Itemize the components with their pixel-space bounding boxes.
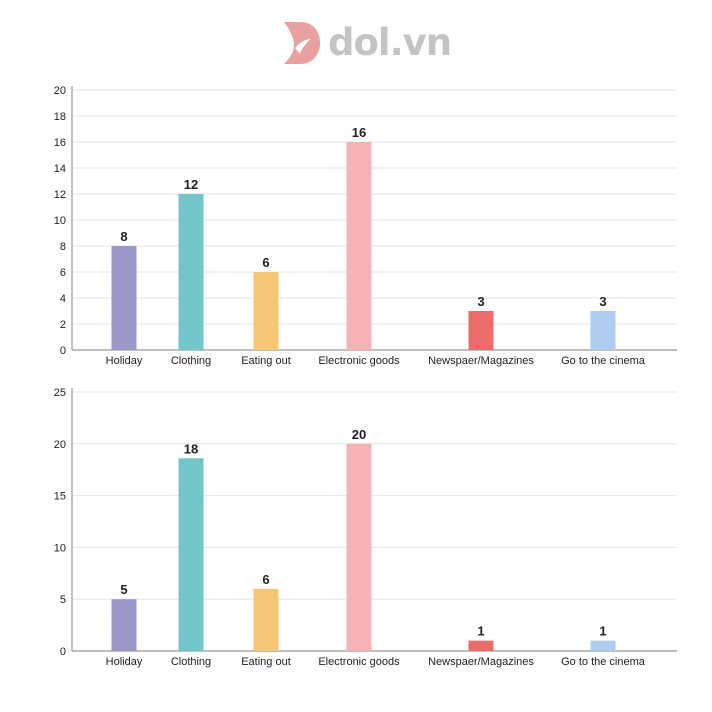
x-tick-label: Eating out (241, 656, 291, 668)
bar (590, 640, 616, 651)
y-tick-label: 16 (54, 137, 66, 149)
x-tick-label: Go to the cinema (561, 355, 646, 367)
y-tick-label: 10 (54, 215, 66, 227)
y-tick-label: 18 (54, 111, 66, 123)
x-tick-label: Newspaer/Magazines (428, 355, 534, 367)
y-tick-label: 8 (60, 241, 66, 253)
y-tick-label: 20 (54, 439, 66, 451)
bar (178, 194, 204, 350)
data-label: 20 (352, 427, 366, 442)
data-label: 1 (599, 624, 606, 639)
y-tick-label: 6 (60, 267, 66, 279)
dol-logo-icon (284, 22, 320, 64)
data-label: 8 (120, 229, 127, 244)
x-tick-label: Electronic goods (318, 355, 400, 367)
y-tick-label: 25 (54, 387, 66, 399)
x-tick-label: Clothing (171, 355, 211, 367)
y-tick-label: 0 (60, 345, 66, 357)
data-label: 5 (120, 582, 127, 597)
bar (253, 272, 279, 350)
y-tick-label: 0 (60, 646, 66, 658)
bar (346, 443, 372, 651)
dol-logo: dol.vn (278, 18, 452, 68)
x-tick-label: Clothing (171, 656, 211, 668)
bar (468, 311, 494, 350)
y-tick-label: 2 (60, 319, 66, 331)
data-label: 3 (477, 294, 484, 309)
data-label: 12 (184, 177, 198, 192)
bar (346, 142, 372, 350)
bar (111, 599, 137, 651)
bar (590, 311, 616, 350)
bar (468, 640, 494, 651)
y-tick-label: 12 (54, 189, 66, 201)
data-label: 1 (477, 624, 484, 639)
x-tick-label: Newspaer/Magazines (428, 656, 534, 668)
data-label: 3 (599, 294, 606, 309)
data-label: 6 (262, 572, 269, 587)
logo-text: dol.vn (328, 21, 452, 64)
bar (111, 246, 137, 350)
y-tick-label: 14 (54, 163, 66, 175)
y-tick-label: 15 (54, 491, 66, 503)
y-tick-label: 4 (60, 293, 66, 305)
data-label: 16 (352, 125, 366, 140)
bar (253, 588, 279, 651)
bar-chart-bottom: 0 5 10 15 20 25 5 Holiday 18 Clothing 6 Eating out 2… (54, 387, 677, 668)
x-tick-label: Holiday (106, 355, 143, 367)
x-tick-label: Go to the cinema (561, 656, 646, 668)
x-tick-label: Holiday (106, 656, 143, 668)
x-tick-label: Eating out (241, 355, 291, 367)
data-label: 6 (262, 255, 269, 270)
data-label: 18 (184, 441, 198, 456)
x-tick-label: Electronic goods (318, 656, 400, 668)
y-tick-label: 20 (54, 85, 66, 97)
bar (178, 458, 204, 651)
y-tick-label: 5 (60, 594, 66, 606)
y-tick-label: 10 (54, 542, 66, 554)
bar-chart-top: 0 2 4 6 8 10 12 14 16 18 20 8 Holiday 12 Clothing 6 Eati… (54, 85, 677, 367)
